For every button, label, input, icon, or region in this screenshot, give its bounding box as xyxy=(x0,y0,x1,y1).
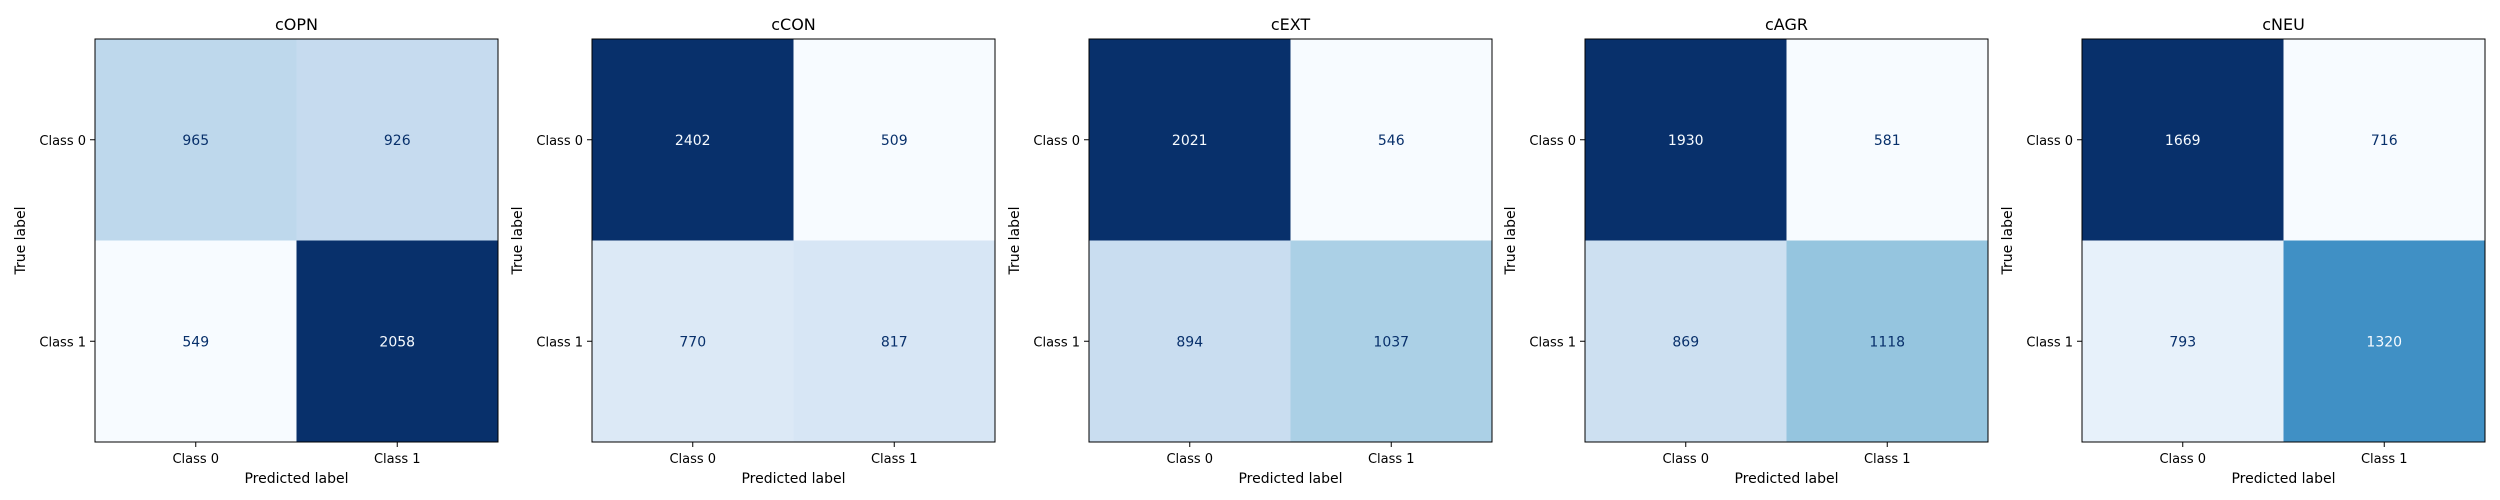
x-tick-label: Class 1 xyxy=(374,452,421,467)
x-axis-label: Predicted label xyxy=(244,471,348,487)
cell-r0-c1 xyxy=(1290,39,1492,241)
y-tick-label: Class 0 xyxy=(39,134,86,149)
cell-r0-c0 xyxy=(1585,39,1787,241)
y-axis-label: True label xyxy=(1503,206,1519,275)
cell-r1-c0 xyxy=(1089,240,1291,442)
cell-r1-c1 xyxy=(296,240,498,442)
x-axis-label: Predicted label xyxy=(2231,471,2335,487)
y-tick-label: Class 1 xyxy=(2026,335,2073,350)
x-tick-label: Class 0 xyxy=(1166,452,1213,467)
x-tick-label: Class 0 xyxy=(172,452,219,467)
cell-value-r0-c0: 2402 xyxy=(675,133,711,149)
confusion-matrix-cOPN: 965 926 549 2058 cOPN Class 0 Class 1 Class 0 Cl… xyxy=(13,15,499,487)
cell-value-r1-c0: 894 xyxy=(1176,334,1203,350)
chart-title: cCON xyxy=(771,15,816,34)
y-tick-label: Class 1 xyxy=(1529,335,1576,350)
cell-value-r1-c1: 1037 xyxy=(1373,334,1409,350)
y-tick-label: Class 1 xyxy=(1033,335,1080,350)
axes-frame xyxy=(591,38,996,443)
x-tick-label: Class 1 xyxy=(1368,452,1415,467)
cell-value-r0-c1: 546 xyxy=(1378,133,1405,149)
x-axis-label: Predicted label xyxy=(1238,471,1342,487)
chart-title: cNEU xyxy=(2262,15,2305,34)
cell-value-r1-c1: 1320 xyxy=(2366,334,2402,350)
y-tick-label: Class 0 xyxy=(1033,134,1080,149)
cell-value-r1-c1: 2058 xyxy=(379,334,415,350)
cell-value-r1-c0: 549 xyxy=(182,334,209,350)
cell-r0-c1 xyxy=(296,39,498,241)
y-tick-label: Class 1 xyxy=(536,335,583,350)
cell-value-r0-c1: 509 xyxy=(881,133,908,149)
y-tick-label: Class 1 xyxy=(39,335,86,350)
x-tick-label: Class 0 xyxy=(669,452,716,467)
cell-r1-c1 xyxy=(1290,240,1492,442)
cell-value-r0-c0: 965 xyxy=(182,133,209,149)
cell-value-r0-c0: 1930 xyxy=(1668,133,1704,149)
chart-title: cAGR xyxy=(1765,15,1808,34)
confusion-matrix-cNEU: 1669 716 793 1320 cNEU Class 0 Class 1 Class 0 C… xyxy=(2000,15,2486,487)
x-tick-label: Class 1 xyxy=(1864,452,1911,467)
cell-value-r1-c1: 817 xyxy=(881,334,908,350)
cell-r0-c0 xyxy=(95,39,297,241)
axes-frame xyxy=(2081,38,2486,443)
confusion-matrix-cCON: 2402 509 770 817 cCON Class 0 Class 1 Class 0 Cl… xyxy=(510,15,996,487)
y-tick-label: Class 0 xyxy=(1529,134,1576,149)
cell-r0-c0 xyxy=(1089,39,1291,241)
cell-r0-c1 xyxy=(1786,39,1988,241)
x-tick-label: Class 1 xyxy=(871,452,918,467)
y-tick-label: Class 0 xyxy=(536,134,583,149)
cell-value-r0-c1: 926 xyxy=(384,133,411,149)
y-tick-label: Class 0 xyxy=(2026,134,2073,149)
axes-frame xyxy=(1088,38,1493,443)
cell-r0-c1 xyxy=(793,39,995,241)
x-axis-label: Predicted label xyxy=(1734,471,1838,487)
cell-value-r0-c1: 581 xyxy=(1874,133,1901,149)
chart-title: cOPN xyxy=(275,15,318,34)
cell-value-r1-c0: 770 xyxy=(679,334,706,350)
cell-r0-c1 xyxy=(2283,39,2485,241)
axes-frame xyxy=(1584,38,1989,443)
cell-r1-c0 xyxy=(592,240,794,442)
cell-r1-c1 xyxy=(2283,240,2485,442)
y-axis-label: True label xyxy=(13,206,29,275)
cell-r1-c1 xyxy=(1786,240,1988,442)
cell-value-r0-c0: 1669 xyxy=(2165,133,2201,149)
cell-r0-c0 xyxy=(592,39,794,241)
cell-r1-c0 xyxy=(2082,240,2284,442)
x-tick-label: Class 0 xyxy=(2159,452,2206,467)
x-tick-label: Class 0 xyxy=(1662,452,1709,467)
axes-frame xyxy=(94,38,499,443)
cell-r0-c0 xyxy=(2082,39,2284,241)
y-axis-label: True label xyxy=(2000,206,2016,275)
cell-value-r0-c0: 2021 xyxy=(1172,133,1208,149)
x-tick-label: Class 1 xyxy=(2361,452,2408,467)
y-axis-label: True label xyxy=(510,206,526,275)
cell-r1-c1 xyxy=(793,240,995,442)
y-axis-label: True label xyxy=(1007,206,1023,275)
confusion-matrix-cEXT: 2021 546 894 1037 cEXT Class 0 Class 1 Class 0 C… xyxy=(1007,15,1493,487)
chart-title: cEXT xyxy=(1271,15,1311,34)
cell-value-r1-c0: 869 xyxy=(1672,334,1699,350)
confusion-matrix-cAGR: 1930 581 869 1118 cAGR Class 0 Class 1 Class 0 C… xyxy=(1503,15,1989,487)
x-axis-label: Predicted label xyxy=(741,471,845,487)
cell-value-r1-c0: 793 xyxy=(2169,334,2196,350)
cell-value-r1-c1: 1118 xyxy=(1869,334,1905,350)
cell-r1-c0 xyxy=(95,240,297,442)
cell-value-r0-c1: 716 xyxy=(2371,133,2398,149)
cell-r1-c0 xyxy=(1585,240,1787,442)
